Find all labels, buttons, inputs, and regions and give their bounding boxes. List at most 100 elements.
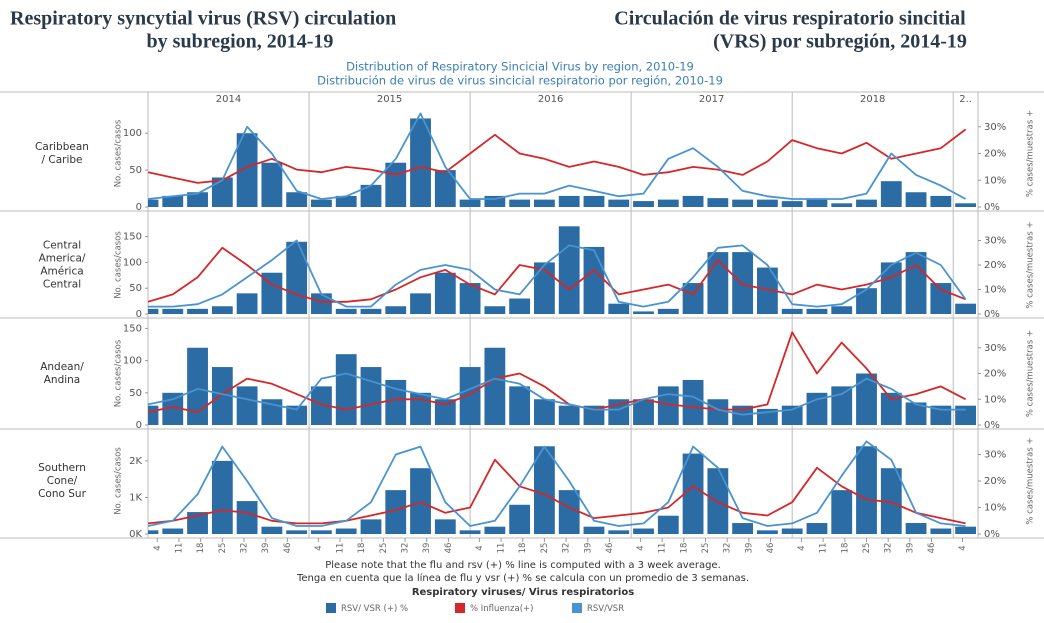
x-tick-label: 46 <box>605 543 615 554</box>
x-tick-label: 11 <box>497 543 507 554</box>
y-tick-label: 100 <box>123 128 142 139</box>
y-tick-label: 0 <box>136 309 142 320</box>
bar <box>831 203 853 207</box>
bar <box>558 405 580 425</box>
y2-axis-label: % cases/muestras + <box>1026 110 1036 197</box>
bar <box>410 293 431 314</box>
bar <box>162 195 184 207</box>
bar <box>682 195 704 207</box>
y2-tick-label: 0% <box>984 420 1000 431</box>
bar <box>148 530 159 534</box>
x-tick-label: 25 <box>218 543 228 554</box>
x-tick-label: 39 <box>583 543 593 554</box>
bar <box>335 308 357 314</box>
x-tick-label: 25 <box>540 543 550 554</box>
bar <box>236 386 258 425</box>
bar <box>360 367 382 425</box>
y2-tick-label: 10% <box>984 503 1006 514</box>
x-tick-label: 4 <box>636 545 646 550</box>
bar <box>955 303 977 314</box>
bar <box>806 308 828 314</box>
bar <box>459 283 481 314</box>
bar <box>657 515 679 534</box>
x-tick-label: 46 <box>927 543 937 554</box>
y-tick-label: 50 <box>129 283 142 294</box>
bar <box>148 308 159 314</box>
bar <box>534 199 555 207</box>
bar <box>509 199 531 207</box>
bar <box>360 308 382 314</box>
bar <box>880 181 902 207</box>
subtitle: Distribution of Respiratory Sincicial Vi… <box>346 60 694 74</box>
bar <box>880 262 902 314</box>
bar <box>534 399 555 425</box>
x-tick-label: 25 <box>862 543 872 554</box>
bar <box>955 405 977 425</box>
bar <box>410 468 431 534</box>
bar <box>211 177 233 207</box>
footnote: Please note that the flu and rsv (+) % l… <box>325 560 721 571</box>
title-en-1: Respiratory syncytial virus (RSV) circul… <box>10 8 396 30</box>
bar <box>732 523 754 534</box>
x-tick-label: 32 <box>240 543 250 554</box>
x-tick-label: 39 <box>261 543 271 554</box>
bar <box>633 201 654 207</box>
bar <box>484 195 506 207</box>
x-tick-label: 18 <box>518 543 528 554</box>
bar <box>311 199 332 207</box>
x-tick-label: 11 <box>336 543 346 554</box>
legend-swatch <box>455 603 465 613</box>
y-tick-label: 100 <box>123 257 142 268</box>
bar <box>880 468 902 534</box>
bar <box>484 347 506 425</box>
bar <box>707 198 729 207</box>
bar <box>732 199 754 207</box>
y-tick-label: 50 <box>129 165 142 176</box>
bar <box>756 530 778 534</box>
x-tick-label: 39 <box>744 543 754 554</box>
bar <box>583 526 605 534</box>
bar <box>905 252 927 314</box>
legend-label: RSV/VSR <box>587 604 624 614</box>
y-axis-label: No. cases/casos <box>114 447 124 515</box>
bar <box>211 460 233 534</box>
row-label: América <box>40 266 83 278</box>
y2-tick-label: 0% <box>984 529 1000 540</box>
bar <box>261 162 283 207</box>
bar <box>558 490 580 534</box>
bar <box>187 308 208 314</box>
bar <box>360 519 382 534</box>
y2-tick-label: 30% <box>984 122 1006 133</box>
x-tick-label: 18 <box>357 543 367 554</box>
bar <box>856 446 877 534</box>
plot-area <box>148 226 977 314</box>
y2-tick-label: 30% <box>984 343 1006 354</box>
y2-tick-label: 20% <box>984 369 1006 380</box>
row-label: Southern <box>38 462 86 474</box>
y2-tick-label: 30% <box>984 450 1006 461</box>
bar <box>657 199 679 207</box>
bar <box>434 519 456 534</box>
year-label: 2014 <box>216 94 241 105</box>
bar <box>311 386 332 425</box>
title-es-1: Circulación de virus respiratorio sincit… <box>614 8 966 30</box>
bar <box>930 195 952 207</box>
x-tick-label: 25 <box>379 543 389 554</box>
bar <box>781 308 803 314</box>
bar <box>459 199 481 207</box>
plot-area <box>148 440 977 534</box>
bar <box>385 379 407 425</box>
bar <box>236 501 258 534</box>
bar <box>335 354 357 425</box>
title-en-2: by subregion, 2014-19 <box>147 31 334 53</box>
bar <box>856 288 877 314</box>
bar <box>148 405 159 425</box>
title-es-2: (VRS) por subregión, 2014-19 <box>713 31 967 53</box>
bar <box>558 226 580 314</box>
y2-tick-label: 10% <box>984 175 1006 186</box>
bar <box>509 504 531 534</box>
legend-swatch <box>572 603 582 613</box>
bar <box>633 528 654 534</box>
bar <box>955 203 977 207</box>
bar <box>187 192 208 207</box>
